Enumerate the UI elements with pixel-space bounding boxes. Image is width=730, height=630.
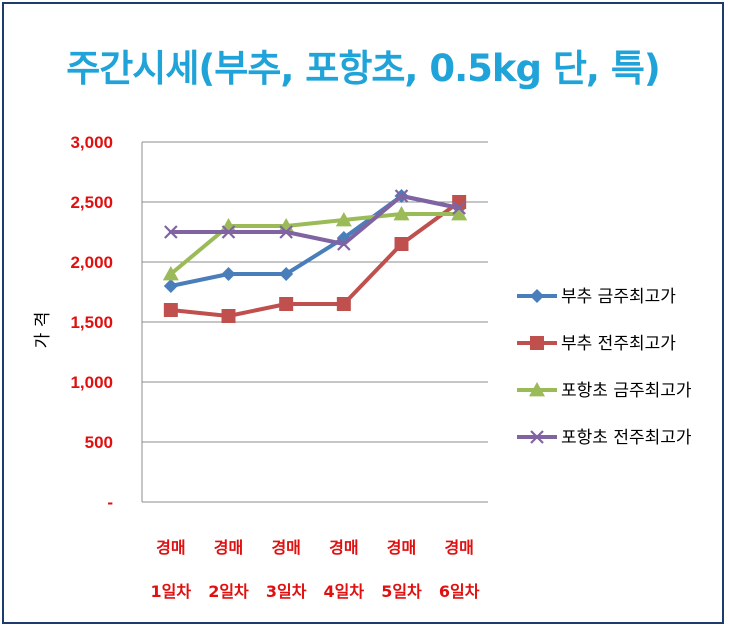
data-point: [163, 279, 178, 293]
x-tick-label: 경매: [444, 538, 473, 557]
data-point-stroke: [279, 225, 293, 239]
y-tick-label: 500: [85, 433, 113, 452]
data-point: [163, 303, 178, 317]
y-axis-label: 가 격: [33, 312, 53, 349]
y-tick-labels: - 500 1,000 1,500 2,000 2,500 3,000: [70, 133, 113, 512]
data-point-stroke: [452, 201, 466, 215]
y-tick-label: 2,000: [70, 253, 113, 272]
x-tick-label: 경매: [156, 538, 185, 557]
chart-frame: [2, 2, 724, 624]
data-point: [394, 237, 409, 251]
legend-entry: 포항초 전주최고가: [517, 428, 692, 448]
data-point-stroke: [221, 225, 236, 239]
data-point: [279, 225, 293, 239]
data-point-stroke: [164, 225, 178, 239]
data-point: [335, 212, 352, 227]
x-tick-label: 경매: [329, 538, 358, 557]
data-point: [451, 206, 468, 221]
data-point: [221, 267, 236, 281]
data-point: [394, 189, 409, 203]
series-3: [162, 206, 468, 281]
series-line: [168, 194, 462, 246]
data-point: [279, 297, 294, 311]
series-line: [168, 194, 462, 288]
x-tick-label: 3일차: [266, 582, 307, 601]
data-point: [530, 430, 544, 444]
legend-label: 부추 금주최고가: [561, 287, 676, 307]
x-tick-label: 2일차: [208, 582, 249, 601]
y-tick-label: 3,000: [70, 133, 113, 152]
data-point: [279, 267, 294, 281]
legend-entry: 부추 전주최고가: [517, 334, 676, 354]
series-line: [168, 200, 462, 318]
legend-label: 포항초 전주최고가: [561, 428, 692, 448]
axes: [141, 142, 488, 503]
x-tick-label: 1일차: [151, 582, 192, 601]
data-point: [337, 237, 351, 251]
data-point: [529, 382, 545, 397]
data-point-stroke: [394, 189, 409, 203]
data-point: [530, 336, 544, 350]
legend-entry: 부추 금주최고가: [517, 287, 676, 307]
data-point: [221, 225, 236, 239]
x-tick-label: 경매: [214, 538, 243, 557]
y-tick-label: 2,500: [70, 193, 113, 212]
data-point: [452, 201, 466, 215]
data-point: [162, 266, 179, 281]
data-point-stroke: [530, 430, 544, 444]
series-4: [164, 189, 466, 251]
data-point: [393, 206, 410, 221]
series-group: [162, 189, 468, 323]
chart-title: 주간시세(부추, 포항초, 0.5kg 단, 특): [66, 47, 661, 90]
legend-label: 부추 전주최고가: [561, 334, 676, 354]
data-point: [221, 309, 236, 323]
legend-label: 포항초 금주최고가: [561, 381, 692, 401]
x-tick-label: 6일차: [439, 582, 480, 601]
x-tick-label: 5일차: [381, 582, 422, 601]
x-tick-label: 경매: [271, 538, 300, 557]
x-tick-labels: 경매 1일차 경매 2일차 경매 3일차 경매 4일차 경매 5일차 경매 6일차: [151, 538, 480, 601]
legend-entry: 포항초 금주최고가: [517, 381, 692, 401]
series-2: [163, 195, 467, 323]
y-tick-label: -: [107, 493, 113, 512]
x-tick-label: 4일차: [324, 582, 365, 601]
y-tick-label: 1,000: [70, 373, 113, 392]
x-tick-label: 경매: [387, 538, 416, 557]
data-point-stroke: [337, 237, 351, 251]
gridlines: [142, 141, 488, 443]
y-tick-label: 1,500: [70, 313, 113, 332]
data-point: [530, 289, 544, 303]
series-line: [168, 212, 462, 276]
data-point: [164, 225, 178, 239]
data-point: [336, 297, 351, 311]
